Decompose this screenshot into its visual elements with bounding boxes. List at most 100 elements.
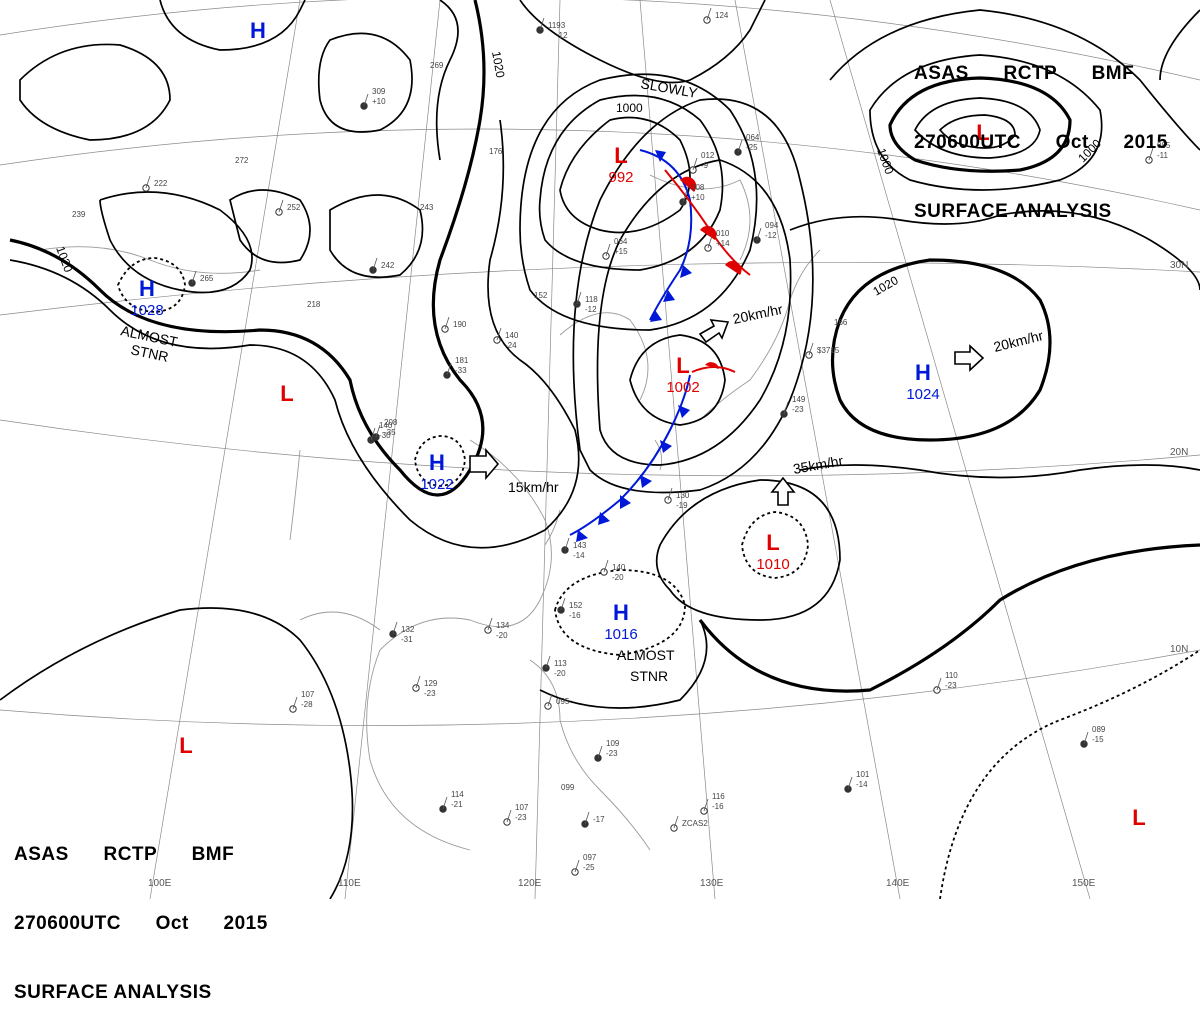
motion-arrow-icon (698, 319, 730, 344)
wind-barb-icon (564, 537, 570, 551)
wind-barb-icon (375, 424, 381, 438)
pressure-value: 992 (608, 169, 633, 186)
wind-barb-icon (703, 798, 709, 812)
station-value: -16 (569, 611, 581, 620)
station-value: 109 (606, 739, 620, 748)
pressure-value: 1022 (420, 476, 453, 493)
header-line-1: ASAS RCTP BMF (14, 844, 235, 865)
station-value: 149 (792, 395, 806, 404)
fronts (569, 149, 751, 542)
wind-barb-icon (560, 597, 566, 611)
pressure-value: 1028 (130, 302, 163, 319)
station-value: 152 (534, 291, 548, 300)
wind-barb-icon (707, 235, 713, 249)
low-pressure-center: L (280, 381, 293, 406)
station-value: +10 (691, 193, 705, 202)
grid-labels: 100E 110E 120E 130E 140E 150E 30N 20N 10… (148, 260, 1188, 889)
wind-barb-icon (605, 243, 611, 257)
motion-arrow-icon (770, 476, 796, 506)
station-value: -25 (583, 863, 595, 872)
wind-barb-icon (576, 291, 582, 305)
cold-front-pip (660, 440, 672, 453)
stationary-label: STNR (129, 341, 170, 365)
station-value: 1193 (548, 21, 566, 30)
header-top-right: ASAS RCTP BMF 270600UTC Oct 2015 SURFACE… (914, 16, 1168, 246)
station-value: -23 (424, 689, 436, 698)
cold-front-pip (678, 405, 690, 418)
low-pressure-center: L (179, 733, 192, 758)
header-line-3: SURFACE ANALYSIS (914, 201, 1112, 222)
station-value: 008 (691, 183, 705, 192)
station-value: 089 (1092, 725, 1106, 734)
wind-barb-icon (415, 675, 421, 689)
station-value: 140 (612, 563, 626, 572)
lon-label-140e: 140E (886, 878, 910, 889)
warm-front-pip (700, 225, 717, 240)
header-line-2: 270600UTC Oct 2015 (914, 132, 1168, 153)
station-value: -33 (455, 366, 467, 375)
station-value: 265 (200, 274, 214, 283)
station-value: -20 (496, 631, 508, 640)
high-pressure-center: H (613, 600, 629, 625)
station-value: 129 (424, 679, 438, 688)
coastlines (39, 174, 821, 851)
pressure-value: 1016 (604, 626, 637, 643)
wind-barb-icon (808, 342, 814, 356)
cold-front-pip (650, 310, 662, 322)
station-value: 095 (556, 697, 570, 706)
lon-label-130e: 130E (700, 878, 724, 889)
station-value: -23 (515, 813, 527, 822)
station-value: 190 (453, 320, 467, 329)
station-value: 269 (430, 61, 444, 70)
low-pressure-center: L (976, 120, 989, 145)
lon-label-100e: 100E (148, 878, 172, 889)
motion-arrow-icon (954, 344, 985, 372)
wind-barb-icon (847, 776, 853, 790)
station-value: -17 (593, 815, 605, 824)
lon-label-150e: 150E (1072, 878, 1096, 889)
lon-label-120e: 120E (518, 878, 542, 889)
cold-front-pip (680, 265, 692, 278)
wind-barb-icon (145, 175, 151, 189)
station-value: 113 (554, 659, 567, 668)
station-value: -30 (379, 431, 391, 440)
station-value: 107 (301, 690, 315, 699)
wind-barb-icon (1148, 147, 1154, 161)
wind-barb-icon (673, 815, 679, 829)
station-value: 134 (496, 621, 510, 630)
station-value: -15 (1092, 735, 1104, 744)
wind-barb-icon (603, 559, 609, 573)
lat-label-30n: 30N (1170, 260, 1188, 271)
station-value: 252 (287, 203, 301, 212)
wind-barb-icon (574, 859, 580, 873)
station-value: +10 (372, 97, 386, 106)
station-value: 114 (451, 790, 464, 799)
wind-barb-icon (545, 655, 551, 669)
station-value: 166 (834, 318, 848, 327)
station-value: 097 (583, 853, 597, 862)
station-value: -31 (401, 635, 413, 644)
lat-label-10n: 10N (1170, 644, 1188, 655)
station-value: +14 (716, 239, 730, 248)
motion-arrow-icon (469, 447, 500, 481)
cold-front-pip (598, 512, 610, 525)
high-pressure-center: H (139, 276, 155, 301)
high-pressure-center: H (915, 360, 931, 385)
low-pressure-center: L (614, 143, 627, 168)
wind-barb-icon (191, 270, 197, 284)
station-value: -20 (612, 573, 624, 582)
station-value: 064 (614, 237, 628, 246)
cold-front-south (569, 374, 691, 536)
wind-barb-icon (936, 677, 942, 691)
station-value: 107 (515, 803, 529, 812)
station-value: 140 (505, 331, 519, 340)
wind-barb-icon (756, 227, 762, 241)
station-value: -14 (856, 780, 868, 789)
wind-barb-icon (783, 401, 789, 415)
pressure-value: 1024 (906, 386, 939, 403)
cold-front-pip (620, 495, 631, 509)
wind-barb-icon (547, 693, 553, 707)
station-value: -12 (585, 305, 597, 314)
